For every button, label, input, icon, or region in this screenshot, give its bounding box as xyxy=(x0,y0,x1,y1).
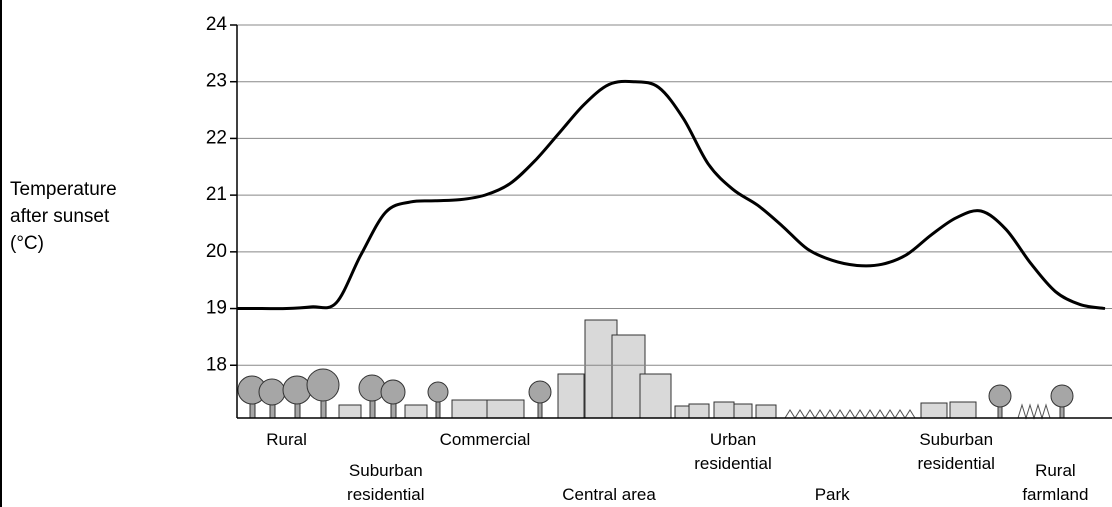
y-tick-label: 19 xyxy=(206,298,227,319)
page: 18 19 20 21 22 23 24 Temperature after sunset … xyxy=(0,0,1112,507)
x-tick-label: Park xyxy=(762,483,902,507)
x-tick-label: Rural xyxy=(217,428,357,452)
x-tick-label: Rural farmland xyxy=(985,459,1112,507)
x-tick-label: Central area xyxy=(539,483,679,507)
y-tick-label: 23 xyxy=(206,71,227,92)
x-tick-label: Commercial xyxy=(415,428,555,452)
y-tick-label: 18 xyxy=(206,354,227,375)
y-tick-label: 24 xyxy=(206,14,228,35)
x-tick-label: Suburban residential xyxy=(316,459,456,507)
landscape-illustration xyxy=(238,320,1073,418)
y-axis-label: Temperature after sunset (°C) xyxy=(10,176,117,257)
y-tick-label: 20 xyxy=(206,241,227,262)
y-tick-label: 21 xyxy=(206,184,227,205)
x-tick-label: Urban residential xyxy=(663,428,803,476)
y-tick-label: 22 xyxy=(206,127,227,148)
